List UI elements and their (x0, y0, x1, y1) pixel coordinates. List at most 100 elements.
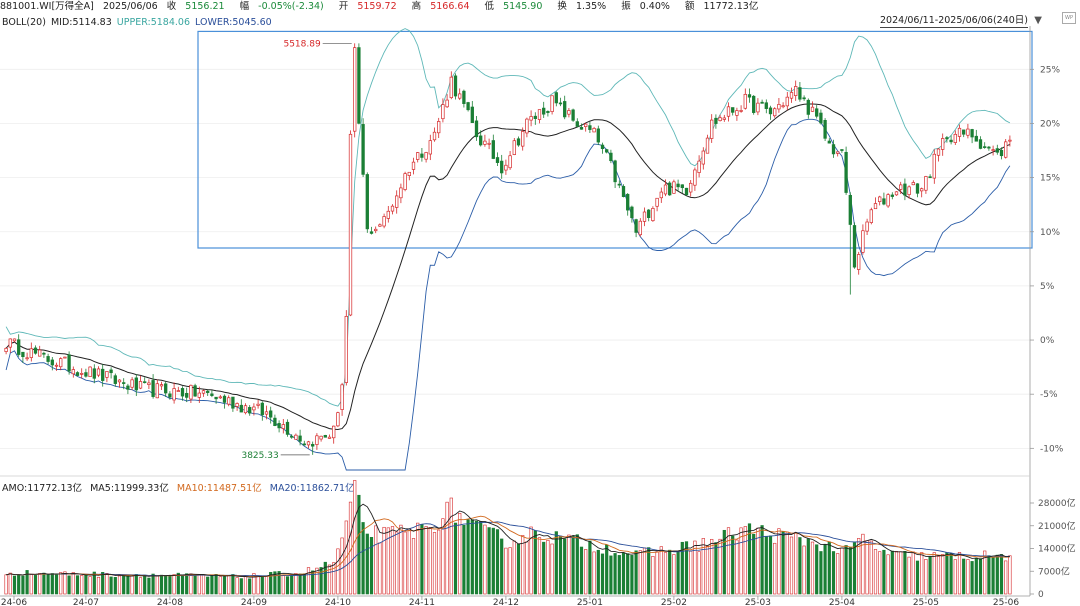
candle-body (676, 183, 680, 188)
volume-bar (689, 550, 693, 595)
volume-bar (193, 575, 197, 595)
candle-body (63, 356, 67, 359)
volume-bar (46, 574, 50, 595)
highlight-box (197, 30, 1033, 249)
y-tick-label: 15% (1040, 174, 1060, 184)
volume-bar (714, 542, 718, 595)
candle-body (634, 219, 638, 233)
volume-bar (605, 544, 609, 595)
boll-lower-line (5, 118, 1011, 471)
volume-bar (12, 575, 17, 595)
candle-body (642, 211, 647, 222)
candle-body (302, 443, 306, 446)
highlight-rect (197, 30, 1033, 249)
candle-body (878, 196, 882, 203)
candle-body (626, 193, 630, 211)
volume-bar (529, 526, 533, 595)
candle-body (840, 149, 844, 151)
candle-body (281, 424, 285, 429)
volume-bar (647, 547, 651, 595)
candle-body (437, 121, 441, 134)
candle-body (294, 434, 298, 440)
volume-bar (974, 557, 978, 595)
candle-body (907, 186, 911, 195)
candle-body (949, 139, 953, 143)
boll-lower: LOWER:5045.60 (195, 17, 272, 28)
y-tick-label: -10% (1040, 444, 1064, 454)
vol-y-tick-label: 0 (1038, 590, 1044, 600)
volume-bar (806, 538, 810, 595)
volume-bar (588, 540, 592, 595)
candle-body (794, 86, 798, 96)
date-range-selector[interactable]: 2024/06/11-2025/06/06(240日) (880, 15, 1028, 28)
volume-bar (29, 574, 33, 595)
volume-bar (760, 525, 764, 595)
boll-legend: BOLL(20) MID:5114.83 UPPER:5184.06 LOWER… (2, 17, 274, 28)
candle-body (340, 384, 344, 410)
volume-bar (432, 532, 437, 595)
candle-body (80, 373, 84, 375)
candle-body (46, 356, 50, 362)
volume-bar (978, 558, 983, 595)
quote-date: 2025/06/06 (102, 1, 158, 12)
volume-bar (941, 554, 945, 595)
volume-bar (861, 533, 865, 595)
candle-body (806, 99, 810, 115)
volume-bar (206, 576, 210, 595)
volume-bar (676, 550, 680, 595)
candle-body (193, 385, 197, 397)
candle-body (235, 403, 239, 407)
volume-bar (584, 549, 588, 595)
candle-body (159, 384, 164, 387)
candle-body (407, 171, 411, 176)
bollinger-bands (5, 28, 1011, 471)
volume-bar (722, 529, 726, 595)
candle-body (962, 129, 966, 135)
boll-mid: MID:5114.83 (50, 17, 112, 28)
candle-body (605, 149, 609, 153)
candle-body (836, 151, 840, 154)
candle-body (12, 338, 17, 342)
candle-body (17, 339, 21, 355)
volume-bar (819, 551, 823, 595)
volume-bar (626, 553, 630, 595)
x-tick-label: 24-08 (157, 598, 183, 606)
volume-bar (369, 537, 374, 595)
candle-body (827, 140, 831, 144)
volume-bar (613, 553, 617, 595)
low-value: 5145.90 (503, 1, 543, 12)
volume-bar (151, 573, 155, 595)
volume-bar (290, 574, 294, 595)
volume-bar (768, 535, 773, 595)
volume-bar (579, 546, 584, 595)
amount-value: 11772.13亿 (703, 1, 759, 12)
volume-bar (147, 577, 151, 595)
candle-body (844, 151, 848, 193)
volume-bar (848, 547, 852, 595)
chevron-down-icon[interactable]: ▼ (1034, 15, 1042, 26)
volume-bar (269, 572, 273, 595)
volume-bar (164, 575, 168, 595)
candle-body (689, 182, 693, 193)
volume-bar (558, 535, 563, 595)
x-tick-label: 25-01 (577, 598, 603, 606)
volume-bar (424, 526, 428, 595)
volume-bar (189, 573, 193, 595)
candle-body (416, 152, 420, 160)
turnover-label: 换 (557, 1, 567, 12)
candle-body (563, 101, 567, 118)
candle-body (621, 186, 626, 197)
candle-body (231, 396, 235, 409)
volume-bar (235, 577, 239, 595)
candle-body (311, 443, 315, 447)
candle-body (122, 382, 126, 384)
candle-body (739, 110, 743, 112)
volume-bar (38, 573, 42, 595)
candle-body (575, 121, 579, 127)
volume-bar (227, 575, 231, 595)
candle-body (680, 184, 684, 189)
x-tick-label: 25-04 (829, 598, 855, 606)
volume-bar (180, 575, 185, 595)
candle-body (747, 94, 752, 98)
